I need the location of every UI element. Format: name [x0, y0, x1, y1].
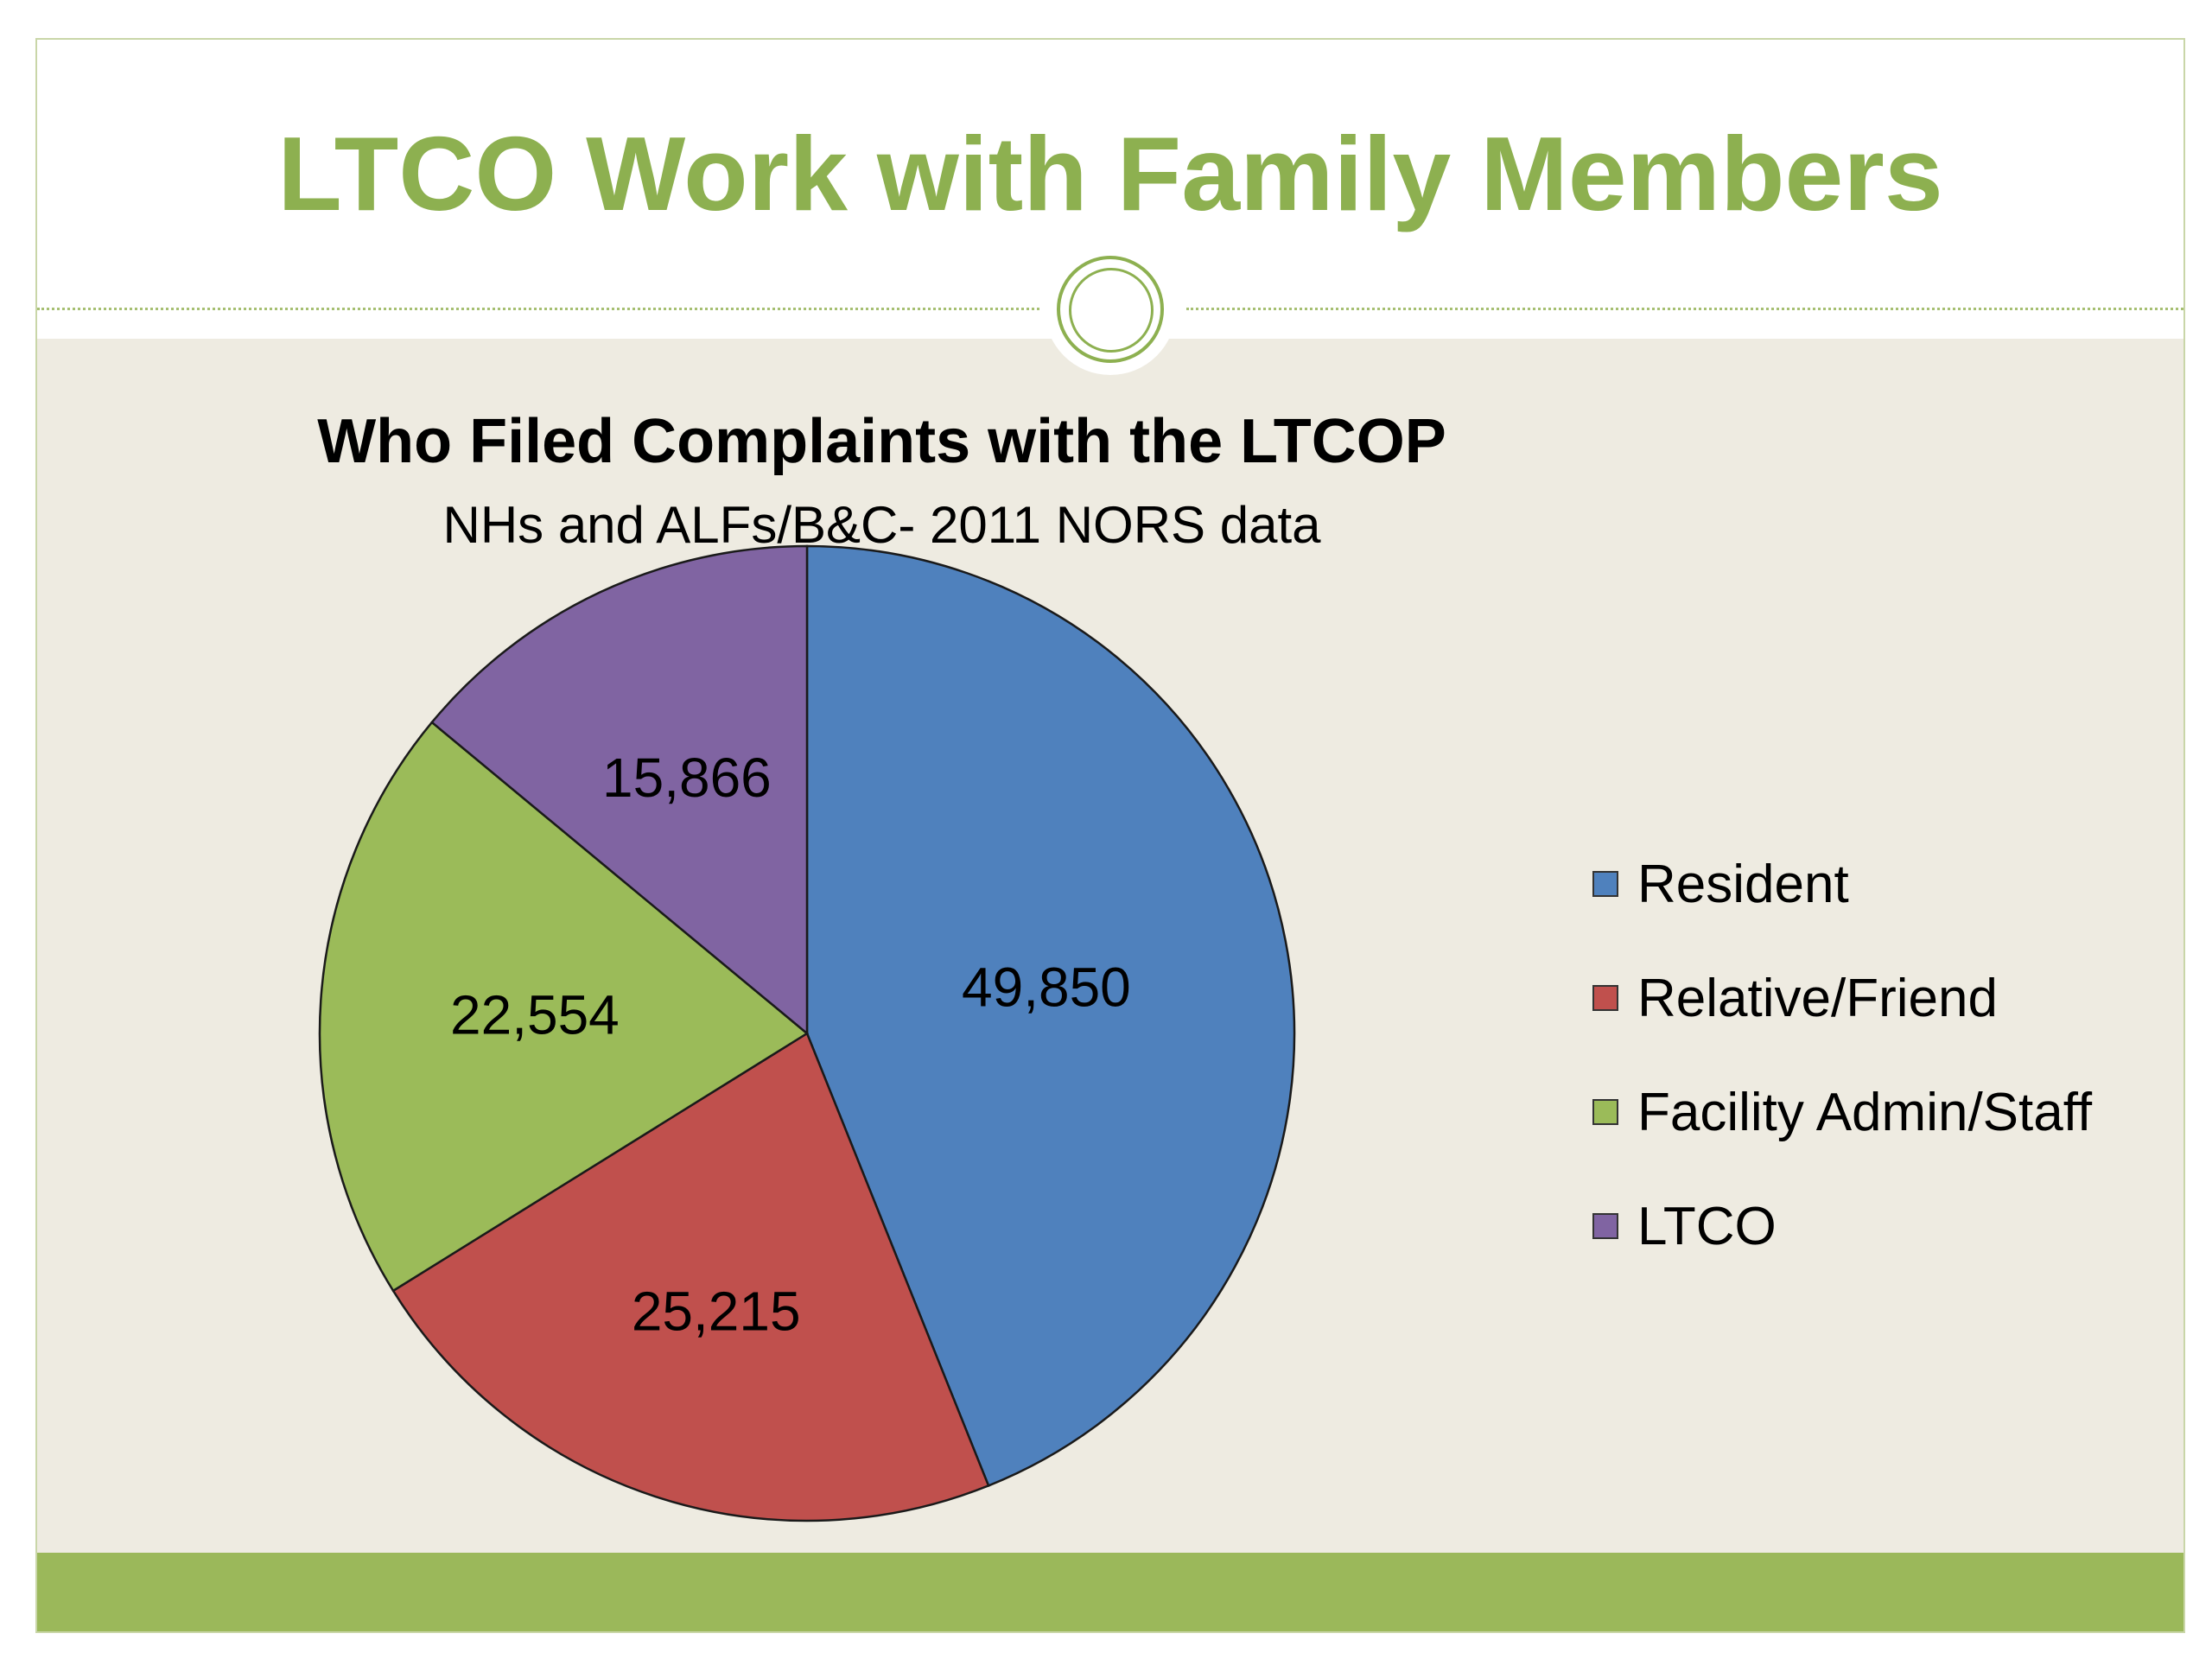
data-label-resident: 49,850 — [962, 957, 1131, 1019]
title-divider-right — [1186, 308, 2183, 310]
slide: LTCO Work with Family Members Who Filed … — [35, 38, 2185, 1633]
ornament-ring — [1057, 256, 1164, 363]
circle-ornament-icon — [1045, 244, 1176, 375]
data-label-relative-friend: 25,215 — [632, 1281, 801, 1343]
pie-slice-relative-friend — [391, 1032, 990, 1522]
pie-slice-ltco — [430, 544, 809, 1036]
chart-title: Who Filed Complaints with the LTCOP — [317, 407, 1446, 476]
footer-bar — [37, 1553, 2183, 1631]
legend-label-ltco: LTCO — [1637, 1197, 1777, 1256]
ornament-ring-inner — [1069, 268, 1154, 353]
pie-slice-resident — [805, 544, 1296, 1488]
legend-label-resident: Resident — [1637, 855, 1849, 914]
legend-label-facility-admin-staff: Facility Admin/Staff — [1637, 1083, 2093, 1142]
chart-subtitle: NHs and ALFs/B&C- 2011 NORS data — [442, 496, 1321, 554]
legend-label-relative-friend: Relative/Friend — [1637, 969, 1998, 1028]
legend-swatch-resident — [1592, 871, 1618, 897]
legend-swatch-ltco — [1592, 1213, 1618, 1239]
data-label-facility-admin-staff: 22,554 — [450, 984, 620, 1046]
pie-slice-facility-admin-staff — [318, 721, 810, 1293]
title-divider-left — [37, 308, 1039, 310]
legend-swatch-facility-admin-staff — [1592, 1099, 1618, 1125]
legend-swatch-relative-friend — [1592, 985, 1618, 1011]
pie-chart: 49,850 25,215 22,554 15,866 — [318, 544, 1296, 1522]
data-label-ltco: 15,866 — [602, 747, 772, 809]
slide-title: LTCO Work with Family Members — [277, 115, 1943, 232]
